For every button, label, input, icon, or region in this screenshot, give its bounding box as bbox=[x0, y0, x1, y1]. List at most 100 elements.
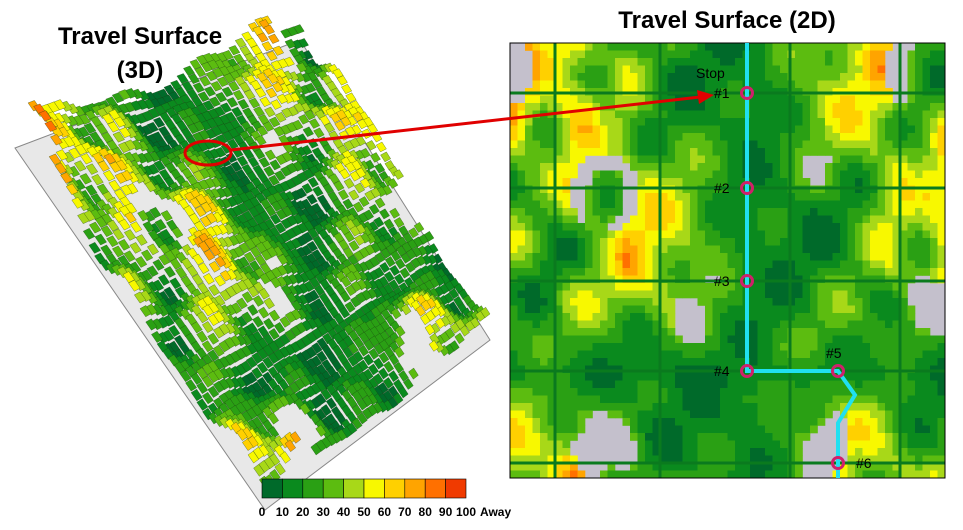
map-cell bbox=[892, 140, 901, 149]
map-cell bbox=[532, 298, 541, 306]
map-cell bbox=[660, 50, 668, 59]
map-cell bbox=[855, 260, 863, 269]
map-cell bbox=[697, 358, 706, 366]
map-cell bbox=[915, 388, 923, 396]
map-cell bbox=[757, 328, 766, 336]
map-cell bbox=[847, 470, 856, 479]
map-cell bbox=[510, 320, 518, 329]
map-cell bbox=[765, 358, 773, 366]
map-cell bbox=[885, 223, 893, 231]
surface-cell bbox=[310, 442, 322, 456]
map-cell bbox=[637, 133, 646, 141]
map-cell bbox=[712, 268, 721, 276]
map-cell bbox=[667, 245, 676, 254]
surface-cell bbox=[113, 116, 126, 128]
map-cell bbox=[517, 155, 526, 164]
map-cell bbox=[645, 455, 653, 464]
map-cell bbox=[877, 335, 886, 344]
map-cell bbox=[525, 448, 533, 456]
map-cell bbox=[922, 380, 931, 389]
surface-cell bbox=[134, 291, 147, 304]
map-cell bbox=[765, 73, 773, 81]
surface-cell bbox=[388, 279, 400, 291]
map-cell bbox=[660, 125, 668, 134]
surface-cell bbox=[136, 140, 149, 152]
map-cell bbox=[885, 283, 893, 291]
map-cell bbox=[517, 253, 526, 261]
map-cell bbox=[780, 245, 788, 254]
map-cell bbox=[832, 268, 841, 276]
map-border bbox=[509, 42, 946, 479]
map-cell bbox=[510, 290, 518, 299]
map-cell bbox=[900, 178, 908, 186]
map-cell bbox=[900, 433, 908, 441]
map-cell bbox=[540, 343, 548, 351]
map-cell bbox=[682, 418, 691, 426]
map-cell bbox=[802, 410, 811, 419]
map-cell bbox=[877, 448, 886, 456]
map-cell bbox=[652, 155, 661, 164]
map-cell bbox=[682, 110, 691, 119]
surface-cell bbox=[294, 72, 306, 83]
map-cell bbox=[907, 268, 916, 276]
map-cell bbox=[547, 155, 556, 164]
map-cell bbox=[795, 193, 803, 201]
map-cell bbox=[772, 238, 781, 246]
map-cell bbox=[870, 118, 878, 126]
map-cell bbox=[517, 410, 526, 419]
map-cell bbox=[780, 335, 788, 344]
map-cell bbox=[517, 440, 526, 449]
map-cell bbox=[922, 125, 931, 134]
map-cell bbox=[892, 305, 901, 314]
map-cell bbox=[727, 290, 736, 299]
map-cell bbox=[682, 388, 691, 396]
map-cell bbox=[517, 125, 526, 134]
map-cell bbox=[780, 148, 788, 156]
map-cell bbox=[892, 125, 901, 134]
map-cell bbox=[780, 118, 788, 126]
map-cell bbox=[532, 313, 541, 321]
surface-cell bbox=[135, 234, 148, 246]
surface-cell bbox=[247, 285, 259, 298]
map-cell bbox=[877, 208, 886, 216]
map-cell bbox=[555, 140, 563, 149]
map-cell bbox=[847, 50, 856, 59]
map-cell bbox=[900, 470, 908, 479]
map-cell bbox=[915, 163, 923, 171]
map-cell bbox=[585, 43, 593, 51]
map-cell bbox=[532, 425, 541, 434]
map-cell bbox=[705, 365, 713, 374]
map-cell bbox=[817, 238, 826, 246]
map-cell bbox=[570, 335, 578, 344]
map-cell bbox=[937, 433, 946, 441]
map-cell bbox=[862, 230, 871, 239]
map-cell bbox=[855, 245, 863, 254]
map-cell bbox=[525, 380, 533, 389]
map-cell bbox=[720, 433, 728, 441]
map-cell bbox=[540, 253, 548, 261]
surface-cell bbox=[367, 123, 378, 134]
map-cell bbox=[697, 455, 706, 464]
map-cell bbox=[667, 223, 676, 231]
map-cell bbox=[735, 95, 743, 104]
map-cell bbox=[892, 253, 901, 261]
surface-cell bbox=[48, 153, 62, 165]
map-cell bbox=[652, 373, 661, 381]
map-cell bbox=[675, 155, 683, 164]
surface-cell bbox=[123, 250, 136, 262]
map-cell bbox=[847, 448, 856, 456]
map-cell bbox=[532, 365, 541, 374]
map-cell bbox=[660, 440, 668, 449]
surface-cell bbox=[201, 375, 214, 388]
map-cell bbox=[660, 470, 668, 479]
map-cell bbox=[862, 380, 871, 389]
map-cell bbox=[892, 223, 901, 231]
map-cell bbox=[652, 403, 661, 411]
map-cell bbox=[847, 305, 856, 314]
map-cell bbox=[682, 133, 691, 141]
surface-cell bbox=[274, 222, 287, 234]
map-cell bbox=[802, 283, 811, 291]
surface-cell bbox=[156, 188, 169, 200]
map-cell bbox=[832, 125, 841, 134]
map-cell bbox=[577, 73, 586, 81]
